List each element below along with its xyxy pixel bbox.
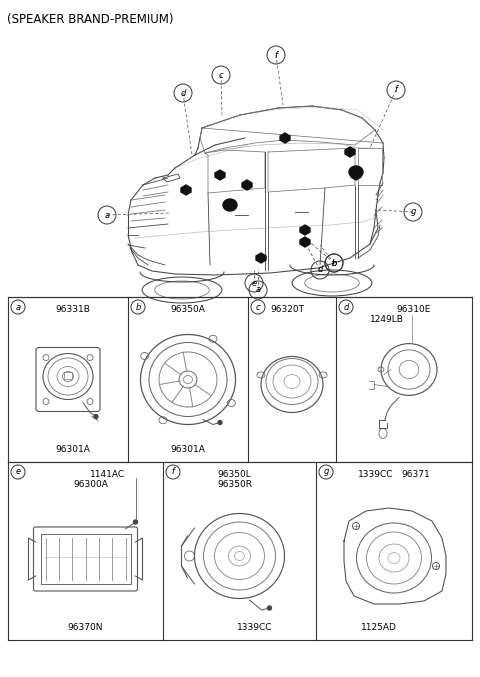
Text: a: a <box>105 211 109 219</box>
Text: 96350L: 96350L <box>217 470 252 479</box>
Polygon shape <box>280 133 290 143</box>
Ellipse shape <box>223 199 237 211</box>
Text: a: a <box>255 286 261 294</box>
Text: (SPEAKER BRAND-PREMIUM): (SPEAKER BRAND-PREMIUM) <box>7 13 173 26</box>
Text: f: f <box>275 51 277 60</box>
Circle shape <box>267 606 272 610</box>
Polygon shape <box>351 170 361 180</box>
Text: 1141AC: 1141AC <box>90 470 125 479</box>
Text: 1249LB: 1249LB <box>370 315 404 324</box>
Polygon shape <box>215 170 225 180</box>
Text: 96331B: 96331B <box>56 305 90 314</box>
Polygon shape <box>345 147 355 157</box>
Text: 96350R: 96350R <box>217 480 252 489</box>
Polygon shape <box>256 253 266 263</box>
Circle shape <box>218 420 222 424</box>
Text: a: a <box>15 303 21 311</box>
Polygon shape <box>300 225 310 235</box>
Text: c: c <box>256 303 260 311</box>
Text: d: d <box>343 303 348 311</box>
Text: f: f <box>171 468 175 477</box>
Polygon shape <box>242 180 252 190</box>
Text: d: d <box>180 89 186 97</box>
Polygon shape <box>300 237 310 247</box>
Text: 96301A: 96301A <box>56 445 90 454</box>
Text: b: b <box>331 259 336 267</box>
Bar <box>64 372 72 378</box>
Text: 1339CC: 1339CC <box>358 470 394 479</box>
Text: 96320T: 96320T <box>270 305 304 314</box>
Text: g: g <box>324 468 329 477</box>
Text: 96371: 96371 <box>402 470 431 479</box>
Text: 96310E: 96310E <box>397 305 431 314</box>
Text: b: b <box>331 259 336 267</box>
Text: g: g <box>410 207 416 217</box>
Circle shape <box>94 414 98 418</box>
Text: b: b <box>135 303 141 311</box>
Circle shape <box>133 520 137 524</box>
Text: f: f <box>395 85 397 95</box>
Text: 1125AD: 1125AD <box>361 623 397 632</box>
Polygon shape <box>225 200 235 210</box>
Text: 1339CC: 1339CC <box>237 623 272 632</box>
Text: 96370N: 96370N <box>68 623 103 632</box>
Text: d: d <box>317 265 323 274</box>
Text: 96300A: 96300A <box>73 480 108 489</box>
Text: c: c <box>219 70 223 79</box>
Ellipse shape <box>349 166 363 178</box>
Text: 96350A: 96350A <box>170 305 205 314</box>
Polygon shape <box>181 185 191 195</box>
Text: e: e <box>252 278 257 288</box>
Text: 96301A: 96301A <box>170 445 205 454</box>
Text: e: e <box>15 468 21 477</box>
